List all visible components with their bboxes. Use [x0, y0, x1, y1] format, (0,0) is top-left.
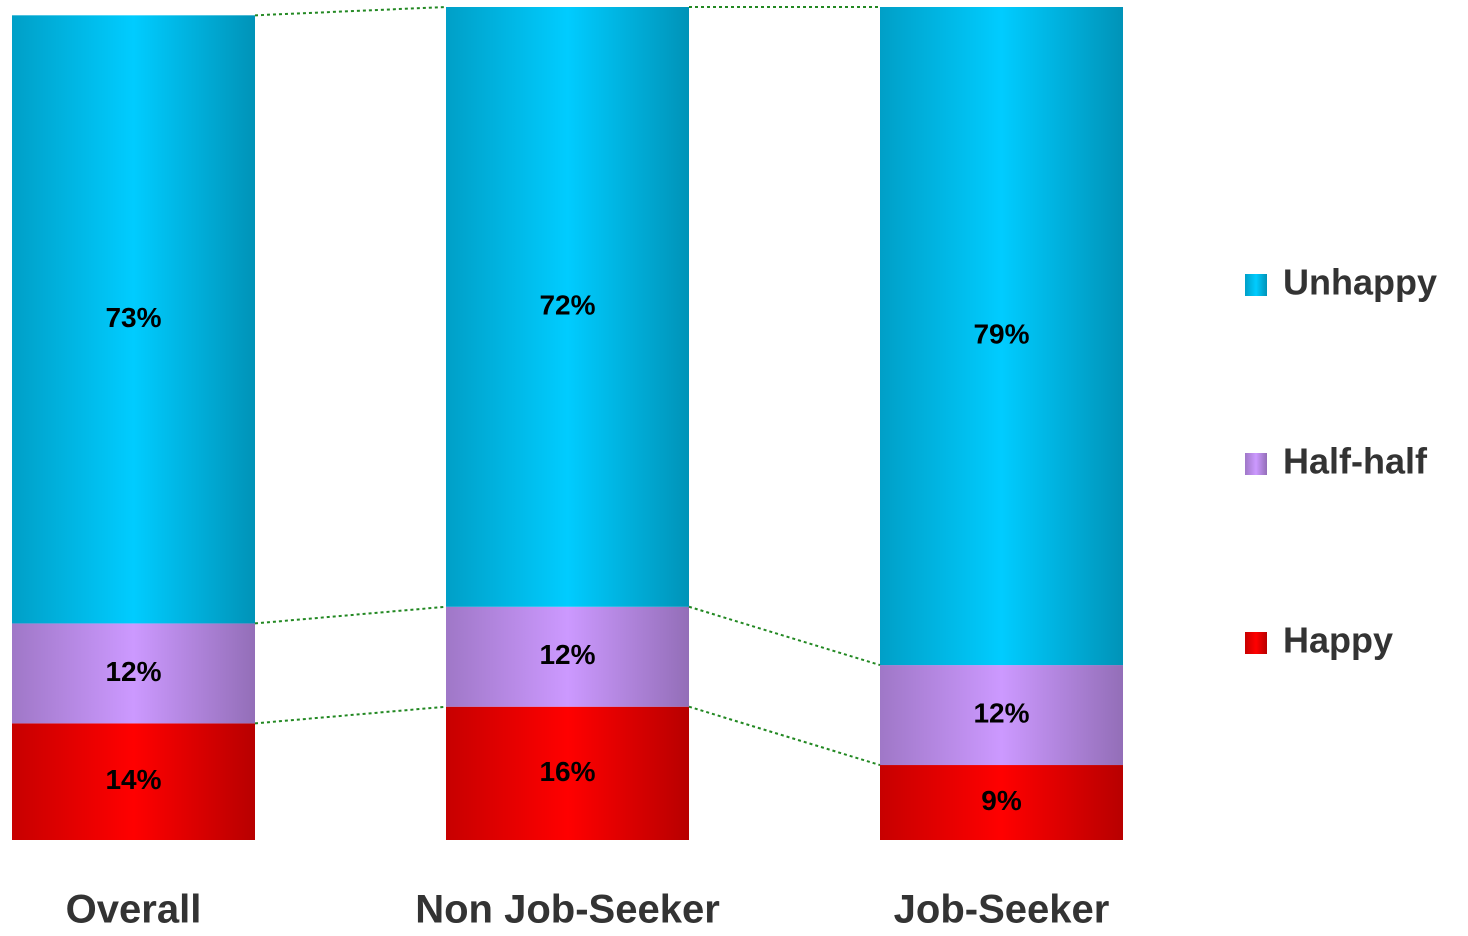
category-label: Overall — [66, 888, 202, 932]
value-label: 12% — [973, 697, 1029, 728]
connector — [688, 605, 881, 667]
legend-swatch-shade — [1245, 274, 1267, 296]
value-label: 14% — [105, 764, 161, 795]
bar-shade — [880, 765, 1123, 840]
bar-shade — [12, 15, 255, 624]
connector — [688, 705, 881, 766]
legend-swatch-shade — [1245, 453, 1267, 475]
category-label: Job-Seeker — [894, 888, 1110, 932]
value-label: 72% — [539, 289, 595, 320]
legend-swatch-shade — [1245, 632, 1267, 654]
legend-label: Unhappy — [1283, 262, 1437, 303]
value-label: 16% — [539, 756, 595, 787]
bar-shade — [446, 606, 689, 707]
category-label: Non Job-Seeker — [415, 888, 720, 932]
connector — [254, 605, 447, 625]
bar-shade — [880, 7, 1123, 666]
bar-shade — [446, 706, 689, 840]
value-label: 12% — [105, 656, 161, 687]
bar-shade — [12, 723, 255, 840]
bar-shade — [12, 623, 255, 724]
connector — [254, 6, 447, 17]
value-label: 9% — [981, 785, 1022, 816]
legend-label: Half-half — [1283, 441, 1428, 482]
connector — [254, 705, 447, 725]
value-label: 79% — [973, 318, 1029, 349]
value-label: 12% — [539, 639, 595, 670]
bar-shade — [880, 665, 1123, 766]
bar-shade — [446, 7, 689, 607]
legend-label: Happy — [1283, 620, 1393, 661]
value-label: 73% — [105, 302, 161, 333]
